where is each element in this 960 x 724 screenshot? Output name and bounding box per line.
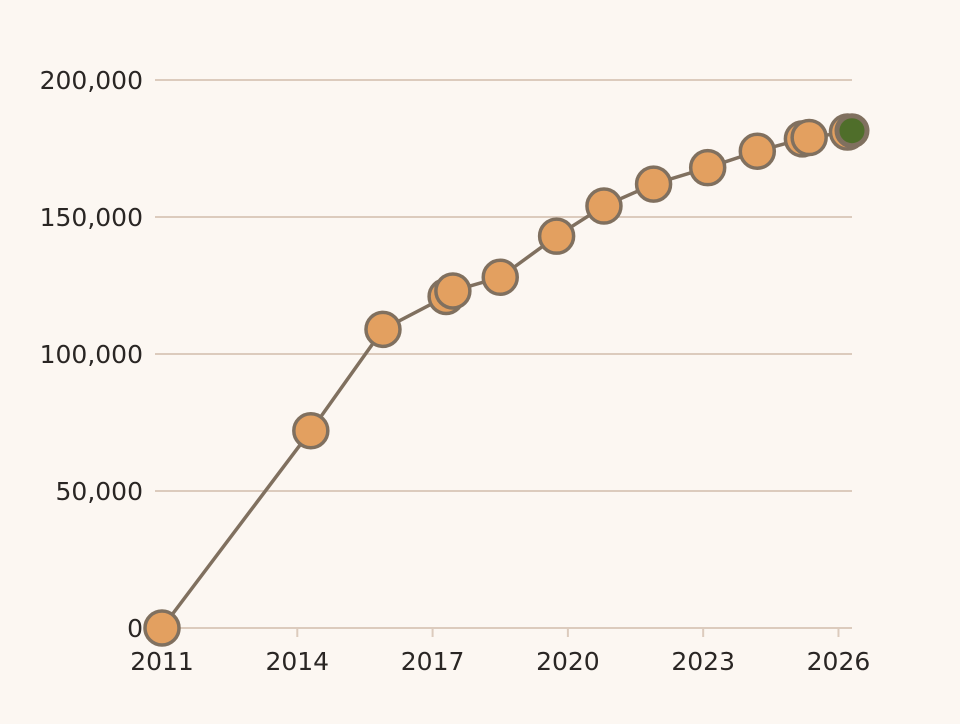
data-point <box>738 132 777 170</box>
x-tick-label: 2023 <box>671 647 735 676</box>
data-point <box>143 609 181 647</box>
data-point <box>481 258 519 297</box>
x-tick-label: 2020 <box>536 647 600 676</box>
gridlines <box>155 79 852 637</box>
data-point <box>688 148 727 187</box>
data-series <box>143 113 870 647</box>
y-tick-label: 0 <box>127 614 143 643</box>
x-tick-label: 2011 <box>130 647 194 676</box>
x-tick-label: 2014 <box>265 647 329 676</box>
x-axis-tick-labels: 2011 2014 2017 2020 2023 2026 <box>130 647 870 676</box>
data-point <box>585 187 623 225</box>
y-tick-label: 50,000 <box>56 477 143 506</box>
y-axis-tick-labels: 0 50,000 100,000 150,000 200,000 <box>40 66 143 643</box>
data-point <box>292 411 330 450</box>
y-tick-label: 150,000 <box>40 203 143 232</box>
data-point <box>634 165 673 203</box>
data-point-latest <box>834 113 870 149</box>
series-line <box>160 129 853 630</box>
data-point <box>790 118 828 157</box>
x-tick-label: 2017 <box>401 647 465 676</box>
data-point <box>434 272 472 310</box>
x-tick-label: 2026 <box>807 647 871 676</box>
data-point <box>364 310 402 349</box>
y-tick-label: 200,000 <box>40 66 143 95</box>
data-point <box>537 217 576 255</box>
y-tick-label: 100,000 <box>40 340 143 369</box>
